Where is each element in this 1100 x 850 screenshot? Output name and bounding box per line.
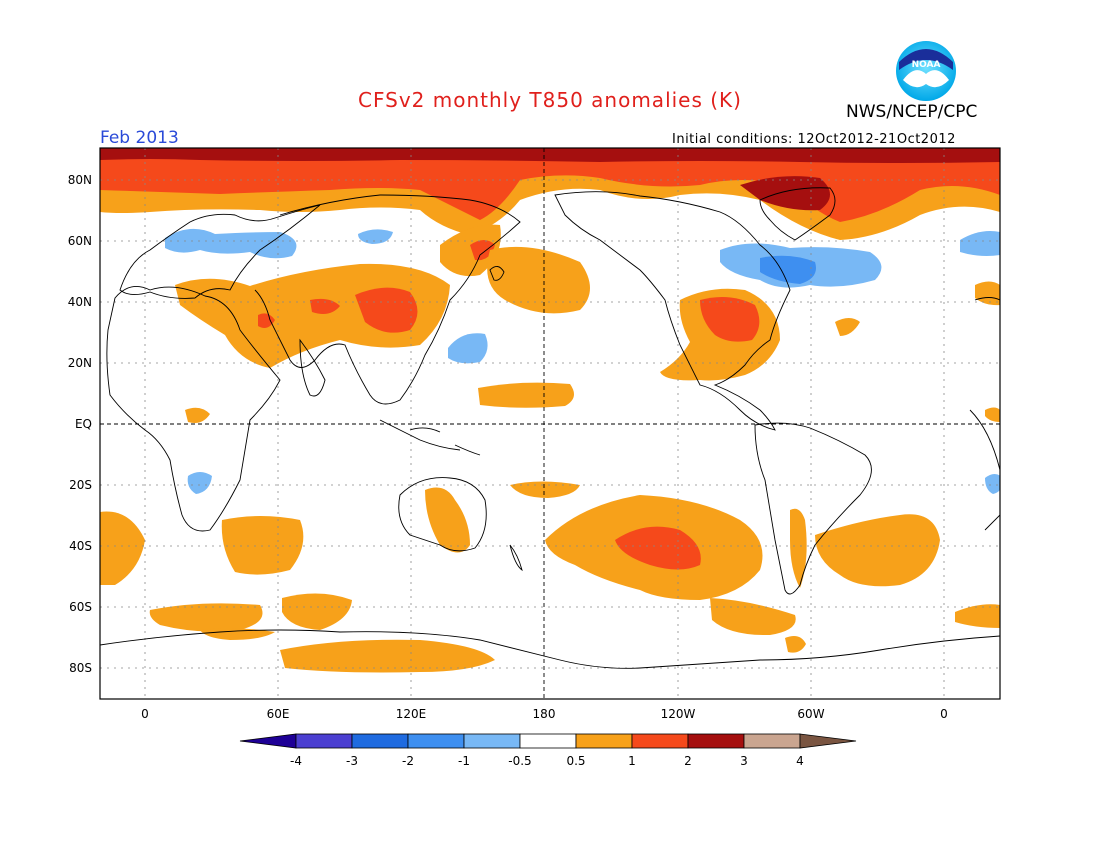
- north-america-cool-strong: [760, 255, 816, 284]
- east-atlantic-warm: [975, 281, 1000, 306]
- colorbar-bin-6: [575, 733, 633, 749]
- asia-strong: [355, 287, 418, 333]
- lat-label-60s: 60S: [69, 600, 92, 614]
- pacific-tropic-warm: [478, 382, 574, 408]
- australia-coast: [398, 477, 487, 552]
- atlantic-warm: [835, 318, 860, 336]
- southern-ocean-warm-2: [282, 593, 352, 630]
- lon-label-120w: 120W: [660, 707, 696, 721]
- south-america-warm: [790, 508, 807, 588]
- lon-label-60w: 60W: [797, 707, 825, 721]
- greenland-coast: [759, 187, 836, 241]
- japan-coast: [489, 266, 505, 281]
- far-east-southern-warm: [955, 604, 1000, 628]
- arctic-strong-band: [100, 148, 1000, 222]
- colorbar-min-arrow: [239, 733, 297, 749]
- africa-coast: [106, 285, 281, 532]
- svg-text:NOAA: NOAA: [912, 60, 941, 70]
- initial-conditions-label: Initial conditions: 12Oct2012-21Oct2012: [672, 132, 956, 147]
- colorbar-max-arrow: [799, 733, 857, 749]
- colorbar-bin-7: [631, 733, 689, 749]
- colorbar-bin-5: [519, 733, 577, 749]
- asia-strong-2: [310, 298, 340, 314]
- asia-coast: [254, 194, 521, 405]
- colorbar-bin-4: [463, 733, 521, 749]
- anomaly-field: [100, 148, 1000, 699]
- colorbar-label-2: 2: [684, 754, 692, 768]
- lat-label-eq: EQ: [74, 417, 92, 431]
- south-america-coast: [754, 422, 872, 595]
- colorbar-label-minus2: -2: [402, 754, 414, 768]
- greenland-extreme: [740, 176, 830, 211]
- noaa-logo: NOAA: [896, 41, 956, 101]
- asia-strong-3: [258, 313, 275, 328]
- lat-label-20n: 20N: [67, 356, 92, 370]
- colorbar-label-4: 4: [796, 754, 804, 768]
- coastlines: [100, 187, 1000, 669]
- africa-cool: [187, 472, 212, 494]
- forecast-month-label: Feb 2013: [100, 128, 179, 148]
- antarctica-coast: [100, 629, 1000, 669]
- lat-label-40s: 40S: [69, 539, 92, 553]
- organization-label: NWS/NCEP/CPC: [846, 102, 978, 122]
- colorbar-label-1: 1: [628, 754, 636, 768]
- east-asia-warm: [440, 224, 501, 277]
- east-tropic-warm: [985, 407, 1000, 422]
- colorbar-label-minus0-5: -0.5: [508, 754, 532, 768]
- colorbar-label-minus1: -1: [458, 754, 470, 768]
- north-pacific-warm: [487, 246, 590, 314]
- sw-pacific-warm: [510, 481, 580, 498]
- north-america-strong: [700, 296, 760, 342]
- southern-ocean-warm-3: [200, 628, 275, 640]
- lon-label-0: 0: [141, 707, 149, 721]
- colorbar-label-minus4: -4: [290, 754, 302, 768]
- lat-label-80s: 80S: [69, 661, 92, 675]
- siberia-cool: [358, 229, 393, 244]
- lon-label-0-east: 0: [940, 707, 948, 721]
- colorbar-bin-3: [407, 733, 465, 749]
- map-border: [99, 147, 1001, 700]
- southern-ocean-warm-1: [149, 603, 263, 632]
- colorbar-label-0-5: 0.5: [566, 754, 586, 768]
- colorbar-label-minus3: -3: [346, 754, 358, 768]
- india-coast: [299, 338, 326, 397]
- lat-label-40n: 40N: [67, 295, 92, 309]
- east-africa-repeat: [969, 297, 1000, 531]
- atlantic-cool: [960, 231, 1000, 256]
- colorbar: [239, 733, 857, 749]
- colorbar-bin-1: [295, 733, 353, 749]
- colorbar-bin-8: [687, 733, 745, 749]
- europe-cool: [165, 228, 297, 259]
- chart-title: CFSv2 monthly T850 anomalies (K): [358, 88, 742, 112]
- east-cool: [985, 474, 1000, 494]
- south-indian-warm: [221, 516, 304, 575]
- lat-label-80n: 80N: [67, 173, 92, 187]
- gridlines: [100, 148, 1000, 699]
- pacific-cool: [448, 333, 488, 364]
- antarctic-warm: [280, 639, 495, 673]
- south-pacific-ice-warm-2: [785, 636, 806, 653]
- australia-warm: [425, 487, 470, 553]
- south-atlantic-warm: [100, 511, 145, 585]
- lon-label-180: 180: [532, 707, 556, 721]
- colorbar-bin-9: [743, 733, 801, 749]
- colorbar-label-3: 3: [740, 754, 748, 768]
- lat-label-60n: 60N: [67, 234, 92, 248]
- nz-coast: [509, 544, 523, 572]
- lon-label-120e: 120E: [395, 707, 427, 721]
- se-asia-islands: [379, 419, 481, 456]
- south-atlantic-east-warm: [815, 514, 940, 587]
- lat-label-20s: 20S: [69, 478, 92, 492]
- north-america-coast: [554, 191, 791, 431]
- south-pacific-strong: [615, 526, 701, 570]
- arctic-extreme-band: [100, 148, 1000, 163]
- lon-label-60e: 60E: [266, 707, 290, 721]
- colorbar-bin-2: [351, 733, 409, 749]
- africa-warm: [185, 407, 210, 423]
